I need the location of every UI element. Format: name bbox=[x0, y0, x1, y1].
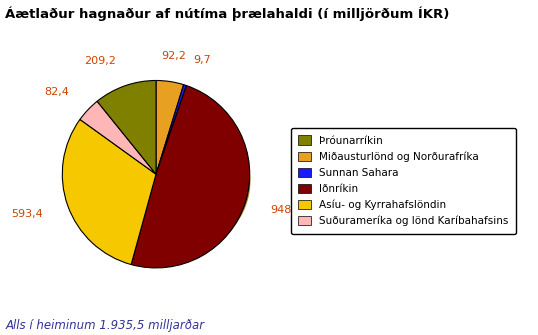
Text: 593,4: 593,4 bbox=[11, 209, 43, 219]
Wedge shape bbox=[156, 80, 183, 174]
Text: 82,4: 82,4 bbox=[44, 87, 69, 97]
Wedge shape bbox=[80, 101, 156, 174]
Wedge shape bbox=[62, 120, 156, 265]
Text: 209,2: 209,2 bbox=[84, 56, 116, 66]
Legend: Þróunarríkin, Miðausturlönd og Norðurafríka, Sunnan Sahara, Iðnríkin, Asíu- og K: Þróunarríkin, Miðausturlönd og Norðurafr… bbox=[291, 128, 516, 233]
Wedge shape bbox=[131, 85, 250, 268]
Text: 9,7: 9,7 bbox=[193, 55, 211, 65]
Text: 92,2: 92,2 bbox=[161, 51, 186, 61]
Text: 948,6: 948,6 bbox=[271, 205, 302, 215]
Text: Alls í heiminum 1.935,5 milljarðar: Alls í heiminum 1.935,5 milljarðar bbox=[5, 319, 204, 332]
Polygon shape bbox=[68, 101, 250, 260]
Wedge shape bbox=[156, 85, 187, 174]
Text: Áætlaður hagnaður af nútíma þrælahaldi (í milljörðum ÍKR): Áætlaður hagnaður af nútíma þrælahaldi (… bbox=[5, 7, 450, 21]
Wedge shape bbox=[97, 80, 156, 174]
